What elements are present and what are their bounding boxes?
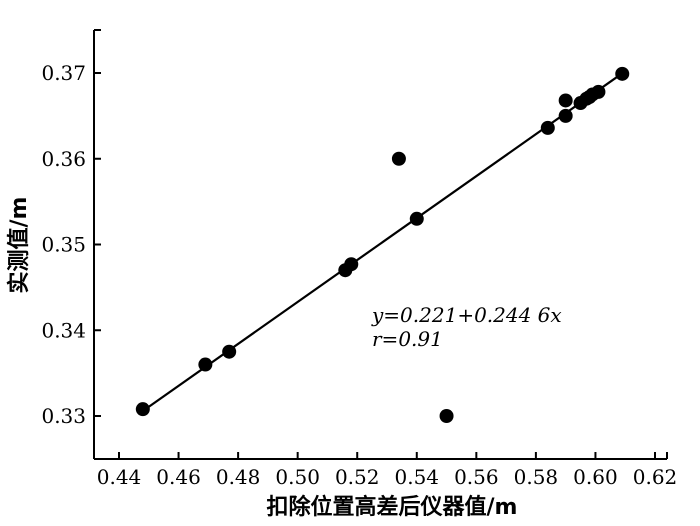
x-tick-label: 0.50 [275, 465, 320, 489]
correlation-value: r=0.91 [372, 327, 443, 351]
y-tick-label: 0.36 [41, 147, 86, 171]
y-axis-title: 实测值/m [6, 197, 32, 294]
x-tick-label: 0.60 [573, 465, 618, 489]
fit-equation: y=0.221+0.244 6x [371, 303, 562, 327]
y-tick-label: 0.33 [41, 404, 86, 428]
data-point [615, 66, 630, 81]
data-point [135, 402, 150, 417]
x-tick-label: 0.62 [633, 465, 678, 489]
x-tick-label: 0.46 [156, 465, 201, 489]
y-tick-label: 0.34 [41, 318, 86, 342]
data-point [540, 120, 555, 135]
data-point [591, 84, 606, 99]
data-points [135, 66, 630, 423]
data-point [344, 257, 359, 272]
data-point [198, 357, 213, 372]
data-point [558, 93, 573, 108]
x-tick-label: 0.56 [454, 465, 499, 489]
data-point [439, 409, 454, 423]
x-tick-label: 0.44 [97, 465, 142, 489]
x-tick-label: 0.52 [335, 465, 380, 489]
x-tick-label: 0.48 [216, 465, 261, 489]
data-point [222, 344, 237, 359]
y-ticks: 0.33 0.34 0.35 0.36 0.37 [41, 61, 101, 428]
data-point [558, 108, 573, 123]
y-tick-label: 0.37 [41, 61, 86, 85]
x-axis-title: 扣除位置高差后仪器值/m [267, 494, 518, 520]
data-point [391, 151, 406, 166]
x-tick-label: 0.58 [514, 465, 559, 489]
x-tick-label: 0.54 [395, 465, 440, 489]
data-point [409, 211, 424, 226]
y-tick-label: 0.35 [41, 233, 86, 257]
x-ticks: 0.44 0.46 0.48 0.50 0.52 0.54 0.56 0.58 0.60 0.62 [97, 452, 678, 489]
